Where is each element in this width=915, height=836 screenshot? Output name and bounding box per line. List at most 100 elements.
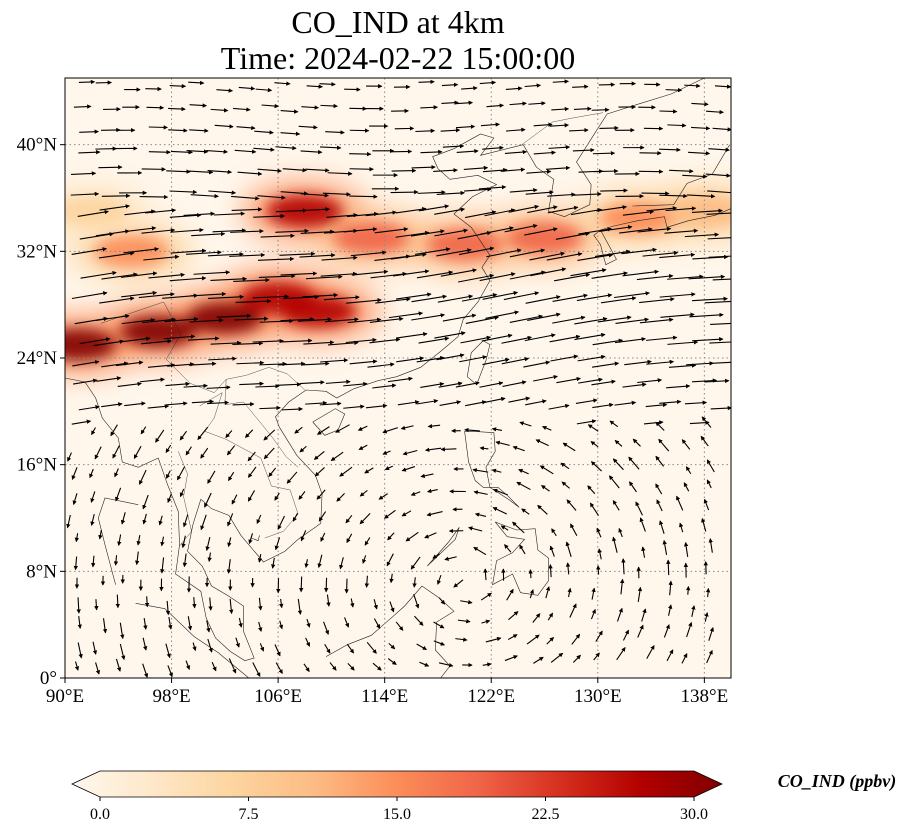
wind-arrow (204, 492, 212, 508)
wind-arrow (300, 530, 307, 542)
wind-arrow (561, 481, 570, 489)
wind-arrow (98, 251, 135, 259)
wind-arrow (77, 642, 83, 659)
wind-arrow (565, 541, 572, 558)
wind-arrow (704, 300, 731, 304)
wind-arrow (551, 528, 557, 537)
wind-arrow (599, 225, 633, 232)
wind-arrow (688, 151, 711, 156)
wind-arrow (577, 354, 606, 362)
wind-arrow (257, 168, 282, 173)
wind-arrow (571, 207, 603, 216)
wind-arrow (167, 665, 173, 678)
wind-arrow (71, 291, 108, 300)
wind-arrow (208, 356, 237, 361)
wind-arrow (74, 533, 80, 543)
wind-arrow (257, 195, 286, 200)
wind-arrow (280, 109, 299, 114)
wind-arrow (659, 147, 681, 152)
wind-arrow (98, 529, 103, 540)
wind-arrow (185, 660, 191, 670)
wind-arrow (212, 228, 247, 233)
wind-arrow (415, 247, 451, 255)
wind-arrow (704, 612, 709, 622)
wind-arrow (473, 546, 487, 556)
wind-arrow (216, 88, 234, 93)
wind-arrow (213, 211, 246, 216)
plume-core (186, 302, 263, 334)
map-panel (65, 78, 731, 678)
wind-arrow (170, 150, 193, 155)
wind-arrow (186, 149, 209, 154)
wind-arrow (596, 527, 602, 538)
wind-arrow (527, 312, 561, 321)
wind-arrow (317, 554, 323, 569)
wind-arrow (504, 655, 518, 662)
wind-arrow (112, 445, 120, 459)
wind-arrow (76, 597, 81, 614)
wind-arrow (207, 400, 230, 405)
wind-arrow (555, 231, 590, 240)
wind-arrow (479, 381, 504, 388)
wind-arrow (659, 520, 665, 534)
wind-arrow (261, 103, 280, 109)
wind-arrow (612, 499, 620, 511)
map-title: CO_IND at 4km (291, 4, 505, 40)
wind-arrow (646, 644, 655, 659)
wind-arrow (392, 269, 430, 277)
wind-arrow (667, 274, 704, 280)
wind-arrow (322, 192, 351, 197)
wind-arrow (168, 128, 188, 133)
wind-arrow (455, 100, 474, 105)
wind-arrow (587, 424, 599, 432)
wind-arrow (659, 193, 688, 199)
wind-arrow (529, 251, 566, 261)
wind-arrow (608, 475, 620, 489)
wind-arrow (412, 577, 417, 588)
wind-arrow (120, 271, 158, 278)
wind-arrow (533, 374, 558, 382)
wind-arrow (432, 553, 441, 559)
wind-arrow (78, 405, 100, 411)
wind-arrow (168, 616, 173, 630)
wind-arrow (389, 601, 395, 613)
wind-arrow (701, 517, 707, 532)
wind-arrow (101, 361, 129, 368)
colorbar-tick-label: 15.0 (383, 806, 411, 823)
wind-arrow (679, 522, 684, 533)
wind-arrow (95, 314, 130, 322)
wind-arrow (552, 293, 588, 303)
wind-arrow (278, 620, 284, 630)
wind-arrow (444, 556, 457, 561)
wind-arrow (414, 615, 424, 626)
wind-arrow (305, 400, 328, 406)
wind-arrow (306, 619, 311, 628)
wind-arrow (433, 621, 445, 629)
wind-arrow (179, 488, 185, 498)
coastline-segment (251, 535, 260, 542)
wind-arrow (669, 168, 694, 174)
wind-arrow (121, 317, 156, 325)
wind-arrow (373, 599, 378, 610)
wind-arrow (305, 168, 330, 173)
wind-arrow (99, 204, 131, 211)
wind-arrow (258, 597, 263, 611)
wind-arrow (622, 382, 647, 388)
wind-arrow (335, 424, 350, 433)
wind-arrow (706, 459, 715, 473)
wind-arrow (455, 124, 476, 129)
wind-arrow (424, 532, 437, 539)
wind-arrow (124, 401, 146, 407)
wind-arrow (416, 399, 439, 405)
wind-arrow (646, 359, 675, 365)
wind-arrow (622, 269, 660, 277)
wind-arrow (411, 165, 436, 170)
wind-arrow (349, 194, 378, 199)
wind-arrow (593, 652, 600, 661)
wind-arrow (533, 656, 544, 664)
wind-arrow (320, 271, 358, 277)
wind-arrow (366, 641, 377, 654)
wind-arrow (70, 171, 97, 176)
wind-arrow (655, 455, 665, 467)
wind-arrow (365, 403, 388, 409)
